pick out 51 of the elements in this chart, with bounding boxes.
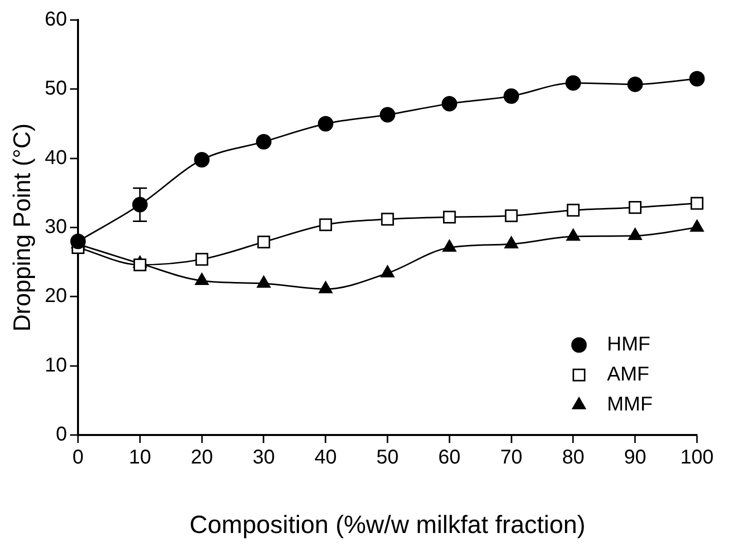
y-tick-label: 10 [44,354,68,376]
point [134,258,146,272]
point [566,228,580,241]
x-tick-label: 80 [562,446,584,469]
point [504,209,518,222]
point [504,88,520,104]
x-tick-label: 20 [190,446,213,469]
x-tick-label: 0 [72,446,84,469]
point [628,228,642,240]
x-tick-label: 40 [314,446,337,469]
point [690,196,704,210]
x-tick-label: 100 [680,446,714,469]
y-tick-label: 40 [44,146,68,169]
x-tick-label: 30 [252,446,275,469]
y-tick-label: 20 [44,285,68,308]
point [443,210,456,224]
point [380,107,396,123]
legend-label: AMF [607,364,650,386]
point [256,276,271,288]
point [194,152,210,168]
point [442,240,456,252]
point [381,212,394,226]
point [318,281,332,294]
point [627,76,643,92]
x-tick-label: 50 [376,446,399,469]
x-tick-label: 60 [438,446,461,469]
legend-label: HMF [607,334,650,356]
point [195,273,209,286]
x-tick-label: 70 [500,446,522,469]
point [689,71,705,87]
point [690,220,704,232]
point [318,116,334,132]
point [257,236,270,248]
point [195,252,208,266]
y-axis-title: Dropping Point (°C) [9,123,36,332]
point [442,96,458,112]
point [566,204,580,217]
y-tick-label: 30 [44,216,68,238]
point [380,265,394,278]
y-tick-label: 60 [44,8,68,31]
x-tick-label: 10 [128,446,152,469]
y-tick-label: 50 [44,78,68,100]
point [628,201,642,214]
legend-label: MMF [607,394,653,416]
point [256,134,272,150]
x-axis-title: Composition (%w/w milkfat fraction) [190,510,586,539]
x-tick-label: 90 [624,446,646,469]
y-tick-label: 0 [56,424,68,446]
point [319,218,332,232]
point [504,236,518,248]
point [565,75,581,91]
